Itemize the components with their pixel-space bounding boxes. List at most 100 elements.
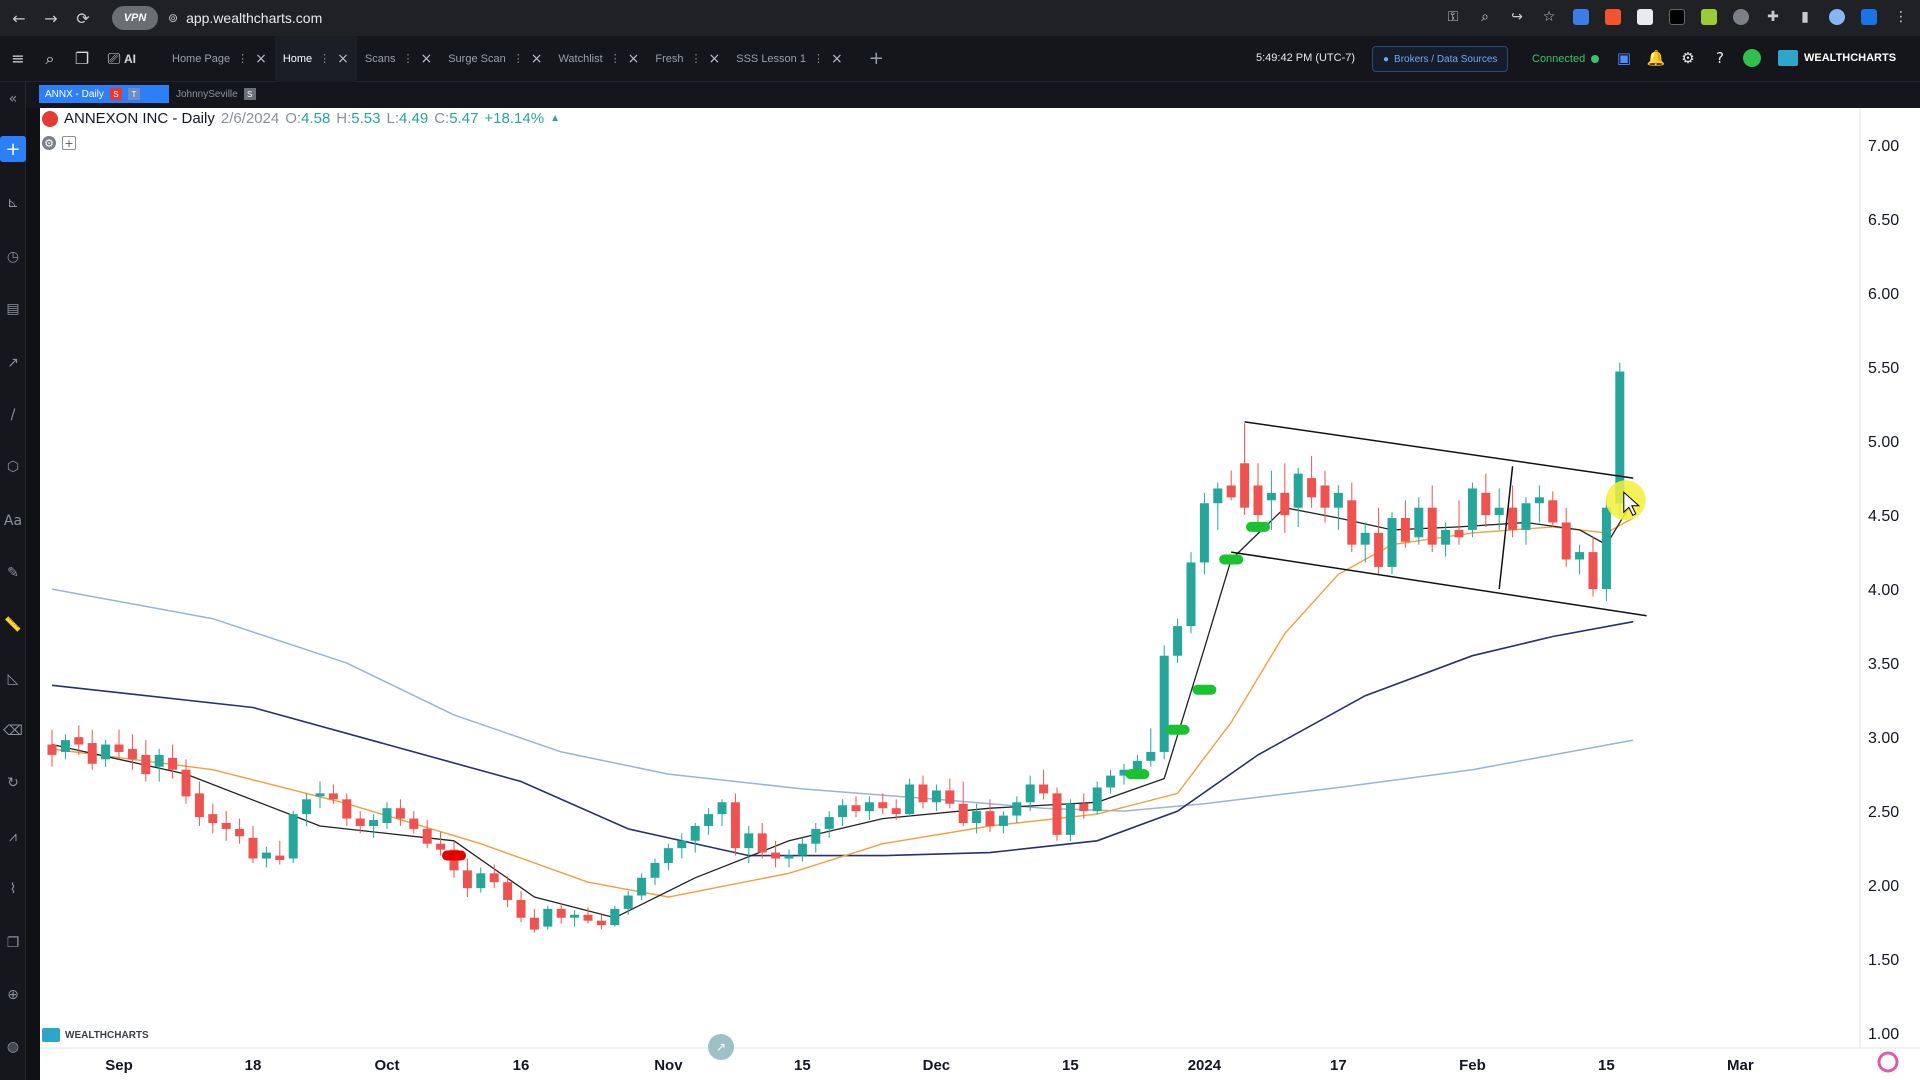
tab-home[interactable]: Home ⋮ ×: [274, 35, 357, 82]
back-icon[interactable]: ←: [12, 8, 26, 28]
tab-menu-icon[interactable]: ⋮: [237, 53, 249, 65]
help-icon[interactable]: ?: [1716, 49, 1724, 67]
tab-label: Watchlist: [558, 52, 603, 65]
tab-sss-lesson-1[interactable]: SSS Lesson 1 ⋮ ×: [728, 36, 850, 82]
close-icon[interactable]: ×: [530, 50, 543, 67]
candle-down: [985, 811, 995, 826]
user-tab[interactable]: JohnnySeville S: [176, 85, 256, 103]
clock: 5:49:42 PM (UTC-7): [1256, 52, 1356, 64]
browser-menu-icon[interactable]: ⋮: [1894, 9, 1908, 25]
close-icon[interactable]: ×: [337, 50, 349, 67]
location-pin-icon[interactable]: [1742, 47, 1762, 69]
tab-menu-icon[interactable]: ⋮: [402, 53, 414, 65]
save-icon[interactable]: ▣: [1616, 49, 1632, 67]
extension-orange-icon[interactable]: [1602, 6, 1624, 28]
lock-icon[interactable]: ⊚: [168, 11, 179, 25]
extension-blue-icon[interactable]: [1570, 6, 1592, 28]
expand-plus-icon[interactable]: +: [62, 136, 76, 150]
extension-green-icon[interactable]: [1698, 6, 1720, 28]
extension-gray-icon[interactable]: [1730, 6, 1752, 28]
layouts-icon[interactable]: ❐: [74, 49, 90, 68]
ai-label[interactable]: AI: [124, 51, 136, 66]
add-indicator-icon[interactable]: +: [0, 136, 26, 162]
chart-type-icon[interactable]: ⊾: [7, 195, 19, 211]
extension-white-icon[interactable]: [1634, 6, 1656, 28]
side-panel-icon[interactable]: ▮: [1801, 9, 1809, 25]
pencil-tool-icon[interactable]: ✎: [7, 565, 19, 581]
collapse-panel-icon[interactable]: «: [8, 91, 18, 107]
candle-down: [1548, 500, 1558, 523]
forward-icon[interactable]: →: [44, 8, 58, 28]
tab-home-page[interactable]: Home Page ⋮ ×: [164, 36, 275, 82]
candle-up: [261, 852, 271, 859]
tab-scans[interactable]: Scans ⋮ ×: [357, 36, 440, 82]
close-icon[interactable]: ×: [830, 50, 843, 67]
search-icon[interactable]: ⌕: [45, 48, 55, 68]
chart-tab-annx[interactable]: ANNX - Daily S T: [39, 85, 169, 103]
alerts-bell-icon[interactable]: 🔔: [1646, 49, 1666, 67]
tab-watchlist[interactable]: Watchlist ⋮ ×: [550, 36, 647, 82]
globe-icon[interactable]: ◍: [6, 1039, 20, 1055]
close-icon[interactable]: ×: [255, 50, 267, 67]
add-tab-icon[interactable]: +: [868, 48, 884, 69]
share-icon[interactable]: ↪: [1511, 9, 1523, 25]
candle-down: [1226, 485, 1236, 498]
brokers-data-sources-button[interactable]: ● Brokers / Data Sources: [1372, 46, 1509, 72]
tab-fresh[interactable]: Fresh ⋮ ×: [647, 36, 728, 82]
candle-down: [1481, 492, 1491, 516]
eraser-tool-icon[interactable]: ⌫: [3, 723, 23, 739]
candle-up: [1159, 655, 1169, 752]
tab-menu-icon[interactable]: ⋮: [609, 53, 621, 65]
trend-icon[interactable]: ↗: [7, 355, 19, 371]
indicator-chart-icon[interactable]: ⩘: [9, 829, 17, 845]
scroll-to-latest-icon[interactable]: ↗: [708, 1034, 734, 1060]
symbol-name[interactable]: ANNEXON INC - Daily: [64, 110, 215, 127]
zoom-icon[interactable]: ⌕: [1481, 9, 1489, 25]
close-icon[interactable]: ×: [627, 50, 640, 67]
tab-menu-icon[interactable]: ⋮: [319, 53, 331, 65]
tab-menu-icon[interactable]: ⋮: [812, 53, 824, 65]
extension-shield-icon[interactable]: [1858, 6, 1880, 28]
moving-average-long: [51, 588, 1634, 812]
shape-tool-icon[interactable]: ⬡: [6, 459, 20, 475]
strategy-icon[interactable]: ⌇: [9, 881, 17, 897]
vpn-button[interactable]: VPN: [112, 6, 158, 30]
tab-surge-scan[interactable]: Surge Scan ⋮ ×: [440, 36, 550, 82]
clock-icon[interactable]: ◷: [6, 249, 20, 265]
collapse-legend-icon[interactable]: ▲: [550, 113, 560, 124]
address-bar[interactable]: app.wealthcharts.com: [186, 10, 323, 26]
candle-up: [1199, 503, 1209, 563]
hamburger-menu-icon[interactable]: ≡: [11, 49, 25, 68]
text-tool-icon[interactable]: Aa: [3, 513, 23, 529]
tab-menu-icon[interactable]: ⋮: [690, 53, 702, 65]
candle-up: [382, 808, 392, 823]
measure-tool-icon[interactable]: ◺: [7, 671, 19, 687]
bookmark-star-icon[interactable]: ☆: [1542, 9, 1556, 25]
settings-gear-icon[interactable]: ⚙: [42, 136, 56, 150]
calendar-icon[interactable]: ▤: [6, 301, 20, 317]
reload-icon[interactable]: ⟳: [76, 8, 90, 28]
candle-up: [154, 754, 164, 767]
ruler-tool-icon[interactable]: 📏: [4, 617, 22, 633]
sync-icon[interactable]: ↻: [7, 775, 19, 791]
layers-icon[interactable]: ❐: [6, 935, 20, 951]
price-chart[interactable]: 7.00 6.50 6.00 5.50 5.00 4.50 4.00 3.50 3.00 2.50…: [40, 108, 1920, 1080]
close-icon[interactable]: ×: [420, 50, 433, 67]
ai-icon[interactable]: ⎚: [107, 48, 121, 68]
candle-down: [462, 870, 472, 889]
close-icon[interactable]: ×: [708, 50, 721, 67]
target-icon[interactable]: ⊕: [7, 987, 19, 1003]
tab-menu-icon[interactable]: ⋮: [512, 53, 524, 65]
puzzle-icon[interactable]: ✚: [1767, 9, 1779, 25]
line-tool-icon[interactable]: /: [10, 407, 16, 423]
extension-dark-icon[interactable]: [1666, 6, 1688, 28]
chart-area[interactable]: 7.00 6.50 6.00 5.50 5.00 4.50 4.00 3.50 3.00 2.50…: [40, 108, 1920, 1080]
key-icon[interactable]: ⚿: [1447, 9, 1459, 25]
platform-logo-icon: [1877, 1051, 1899, 1073]
wealthcharts-logo[interactable]: WEALTHCHARTS: [1778, 50, 1896, 66]
settings-gear-icon[interactable]: ⚙: [1681, 49, 1695, 67]
close-label: C:: [434, 110, 450, 127]
candle-down: [1400, 518, 1410, 542]
candle-down: [851, 805, 861, 812]
profile-avatar-icon[interactable]: [1826, 6, 1848, 28]
